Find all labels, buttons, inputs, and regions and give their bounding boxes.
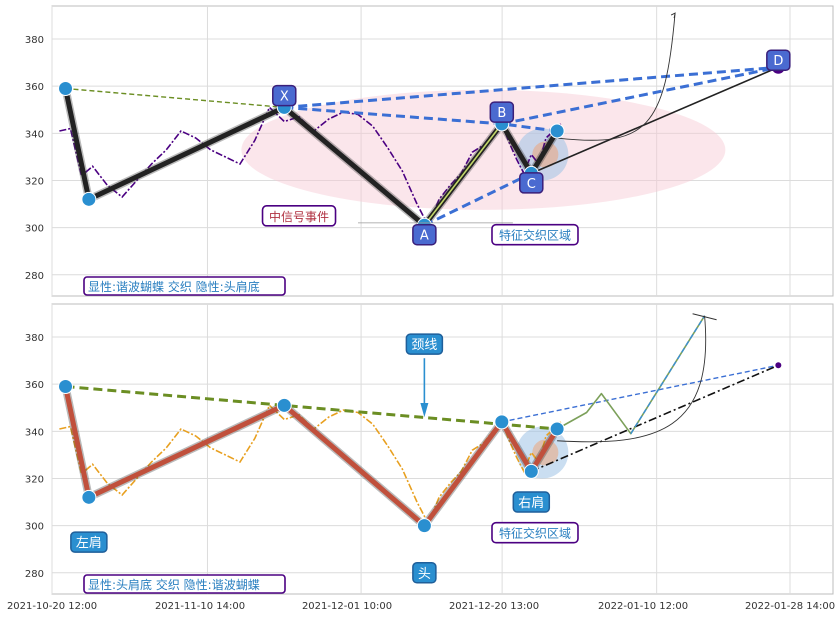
pivot-point	[81, 489, 97, 505]
x-tick-label: 2021-12-01 10:00	[302, 601, 392, 612]
pattern-line	[284, 65, 779, 109]
x-tick-label: 2021-10-20 12:00	[7, 601, 97, 612]
point-label: A	[420, 229, 429, 244]
point-label-box	[412, 562, 437, 584]
pivot-point	[58, 81, 74, 97]
pattern-legend-text: 显性:头肩底 交织 隐性:谐波蝴蝶	[88, 577, 260, 592]
y-tick-label: 280	[25, 569, 44, 580]
pattern-line	[423, 172, 532, 227]
annotation-text: 特征交织区域	[499, 228, 571, 243]
y-tick-label: 320	[25, 474, 44, 485]
pattern-line	[501, 65, 779, 126]
pivot-point	[523, 463, 539, 479]
y-tick-label: 340	[25, 129, 44, 140]
x-tick-label: 2022-01-10 12:00	[598, 601, 688, 612]
projection-arrowhead	[670, 12, 676, 19]
plot-frame	[51, 5, 834, 297]
annotation-text: 中信号事件	[269, 209, 329, 224]
pivot-point	[58, 379, 74, 395]
neckline-arrowhead	[420, 403, 429, 418]
pattern-line	[530, 364, 779, 473]
point-label-box	[766, 49, 791, 71]
y-tick-label: 380	[25, 333, 44, 344]
projection-cap	[692, 313, 717, 321]
point-label-box	[519, 172, 544, 194]
y-tick-label: 300	[25, 522, 44, 533]
annotation-box	[491, 223, 579, 246]
pattern-line	[530, 66, 779, 175]
price-series	[59, 106, 562, 228]
pattern-line	[423, 123, 503, 226]
y-tick-label: 320	[25, 176, 44, 187]
y-tick-label: 280	[25, 271, 44, 282]
x-tick-label: 2021-12-20 13:00	[449, 601, 539, 612]
pattern-line	[65, 87, 285, 109]
point-label-box	[412, 223, 437, 246]
point-label-box	[512, 491, 551, 513]
pivot-point	[549, 123, 565, 139]
pivot-point	[416, 518, 432, 534]
point-label-box	[272, 84, 297, 107]
point-label-box	[489, 101, 515, 123]
y-tick-label: 360	[25, 82, 44, 93]
pivot-point	[276, 397, 292, 413]
y-tick-label: 360	[25, 380, 44, 391]
pivot-point	[494, 414, 510, 430]
point-label: D	[773, 54, 783, 69]
pivot-point	[81, 191, 97, 207]
point-label: 颈线	[411, 338, 437, 353]
annotation-box	[491, 521, 579, 544]
pattern-line	[65, 385, 558, 431]
y-tick-label: 380	[25, 35, 44, 46]
pattern-line	[630, 315, 706, 435]
point-label: X	[280, 90, 289, 105]
point-label: 右肩	[518, 495, 544, 511]
pattern-legend-text: 显性:谐波蝴蝶 交织 隐性:头肩底	[88, 279, 260, 294]
pattern-legend-box	[83, 574, 286, 594]
projection-arc	[557, 315, 707, 443]
projection-arc	[557, 13, 676, 141]
point-label: C	[527, 177, 536, 192]
point-label-box	[405, 333, 444, 355]
pattern-line	[556, 315, 706, 435]
y-tick-label: 300	[25, 224, 44, 235]
point-label: 左肩	[76, 535, 102, 551]
y-tick-label: 340	[25, 427, 44, 438]
pivot-point	[549, 421, 565, 437]
pattern-line	[501, 364, 779, 423]
point-label: 头	[418, 567, 431, 582]
price-series	[59, 404, 562, 526]
panel-top: 280 300 320 340 360 380 X A B C D 中信号事件特征交织区域显性:谐波蝴…	[25, 5, 834, 297]
point-label: B	[497, 106, 506, 121]
x-tick-label: 2022-01-28 14:00	[745, 601, 835, 612]
point-label-box	[70, 531, 108, 553]
target-point	[775, 362, 782, 369]
annotation-text: 特征交织区域	[499, 526, 571, 541]
x-tick-label: 2021-11-10 14:00	[155, 601, 245, 612]
pattern-legend-box	[83, 276, 286, 296]
annotation-box	[261, 205, 337, 227]
